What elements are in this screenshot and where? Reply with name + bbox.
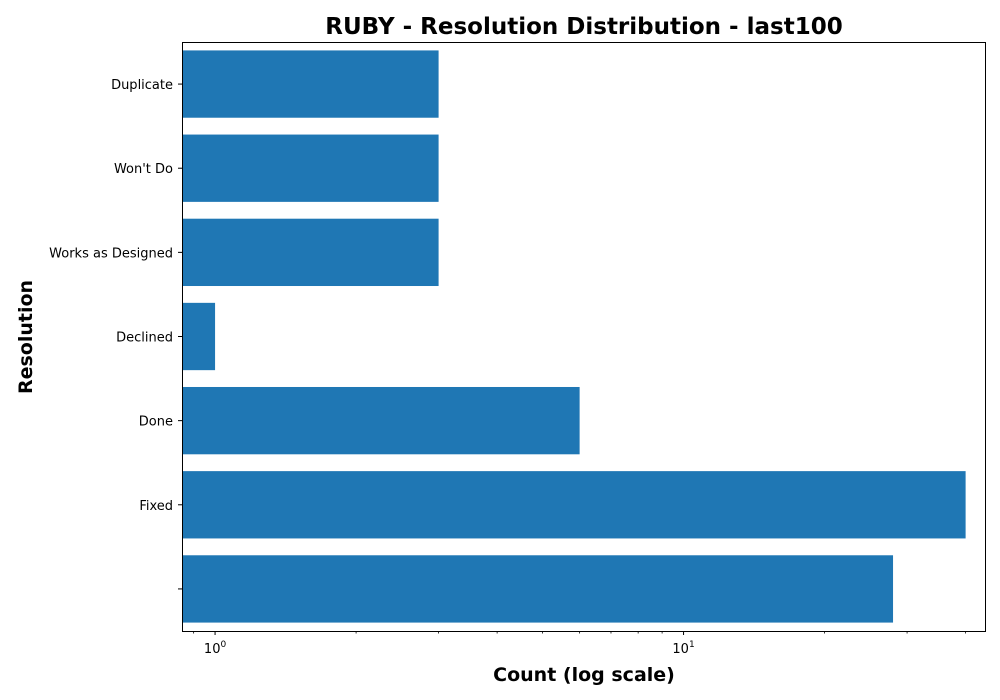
bar-4 [182,386,580,455]
bars-group [182,50,966,623]
y-tick-label-1: Won't Do [114,162,173,177]
y-tick-label-5: Fixed [139,499,173,514]
plot-frame [182,42,986,632]
x-ticks-group: 100 101 [193,631,967,657]
y-ticks-group: Duplicate Won't Do Works as Designed Declin… [49,78,182,590]
y-tick-label-3: Declined [116,331,173,346]
y-tick-label-0: Duplicate [111,78,173,93]
x-tick-label-1: 101 [672,640,694,657]
y-axis-label: Resolution [15,280,37,394]
bar-0 [182,50,439,118]
bar-1 [182,134,439,202]
bar-3 [182,302,216,371]
y-tick-label-2: Works as Designed [49,246,173,261]
y-tick-label-4: Done [139,415,173,430]
chart-title: RUBY - Resolution Distribution - last100 [325,14,842,40]
bar-6 [182,555,894,623]
x-tick-label-0: 100 [204,640,227,657]
bar-2 [182,218,439,287]
bar-5 [182,471,966,539]
x-axis-label: Count (log scale) [493,664,675,686]
